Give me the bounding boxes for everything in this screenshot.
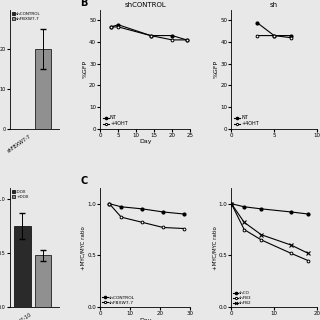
shFB2 [242,220,246,224]
Title: shCONTROL: shCONTROL [124,2,166,8]
shCONTROL [107,202,111,206]
Text: C: C [81,176,88,186]
NT [272,34,276,37]
shFB3 [259,238,263,242]
Y-axis label: %GFP: %GFP [83,60,88,78]
shFB3 [242,228,246,231]
+4OHT [109,25,113,29]
Line: NT: NT [256,21,292,37]
Bar [14,226,30,307]
Line: shCO: shCO [230,202,310,215]
shCONTROL [182,212,186,216]
Legend: shCO, shFB3, shFB2: shCO, shFB3, shFB2 [234,292,252,305]
Line: +4OHT: +4OHT [110,26,188,41]
Legend: NT, +4OHT: NT, +4OHT [234,115,259,126]
Line: NT: NT [110,23,188,41]
Y-axis label: +MYC/MYC ratio: +MYC/MYC ratio [212,226,217,270]
shCO [289,210,293,214]
Line: shFB3: shFB3 [230,202,310,262]
shFB2 [289,243,293,247]
shCONTROL [140,207,144,211]
NT [109,25,113,29]
Bar [35,255,51,307]
shCO [242,205,246,209]
shFB2 [259,233,263,237]
shFBXW7-7 [107,202,111,206]
shCO [259,207,263,211]
Line: shFB2: shFB2 [230,202,310,255]
+4OHT [116,25,120,29]
shFB3 [306,259,310,262]
+4OHT [272,34,276,37]
shFBXW7-7 [140,220,144,224]
shFB2 [229,202,233,206]
NT [185,38,188,42]
Y-axis label: +MYC/MYC ratio: +MYC/MYC ratio [81,226,86,270]
+4OHT [289,36,293,40]
+4OHT [185,38,188,42]
shFBXW7-7 [119,215,123,219]
shCO [306,212,310,216]
Y-axis label: %GFP: %GFP [214,60,219,78]
shFBXW7-7 [182,227,186,230]
+4OHT [255,34,259,37]
Line: shFBXW7-7: shFBXW7-7 [108,202,186,230]
NT [149,34,153,37]
Text: B: B [81,0,88,8]
NT [289,34,293,37]
shFB2 [306,252,310,255]
shCONTROL [119,205,123,209]
shCO [229,202,233,206]
Title: sh: sh [270,2,278,8]
shCONTROL [161,210,165,214]
Legend: shCONTROL, shFBXW7-7: shCONTROL, shFBXW7-7 [102,296,135,305]
Legend: NT, +4OHT: NT, +4OHT [103,115,128,126]
+4OHT [149,34,153,37]
shFBXW7-7 [161,226,165,229]
Line: shCONTROL: shCONTROL [108,202,186,215]
shFB3 [229,202,233,206]
NT [255,21,259,25]
+4OHT [170,38,174,42]
X-axis label: Day: Day [139,318,151,320]
Legend: shCONTROL, shFBXW7-7: shCONTROL, shFBXW7-7 [12,12,41,20]
Legend: -DOX, +DOX: -DOX, +DOX [12,190,29,199]
shFB3 [289,252,293,255]
X-axis label: Day: Day [139,139,151,144]
NT [170,34,174,37]
NT [116,23,120,27]
Line: +4OHT: +4OHT [256,34,292,39]
Bar [35,49,51,129]
